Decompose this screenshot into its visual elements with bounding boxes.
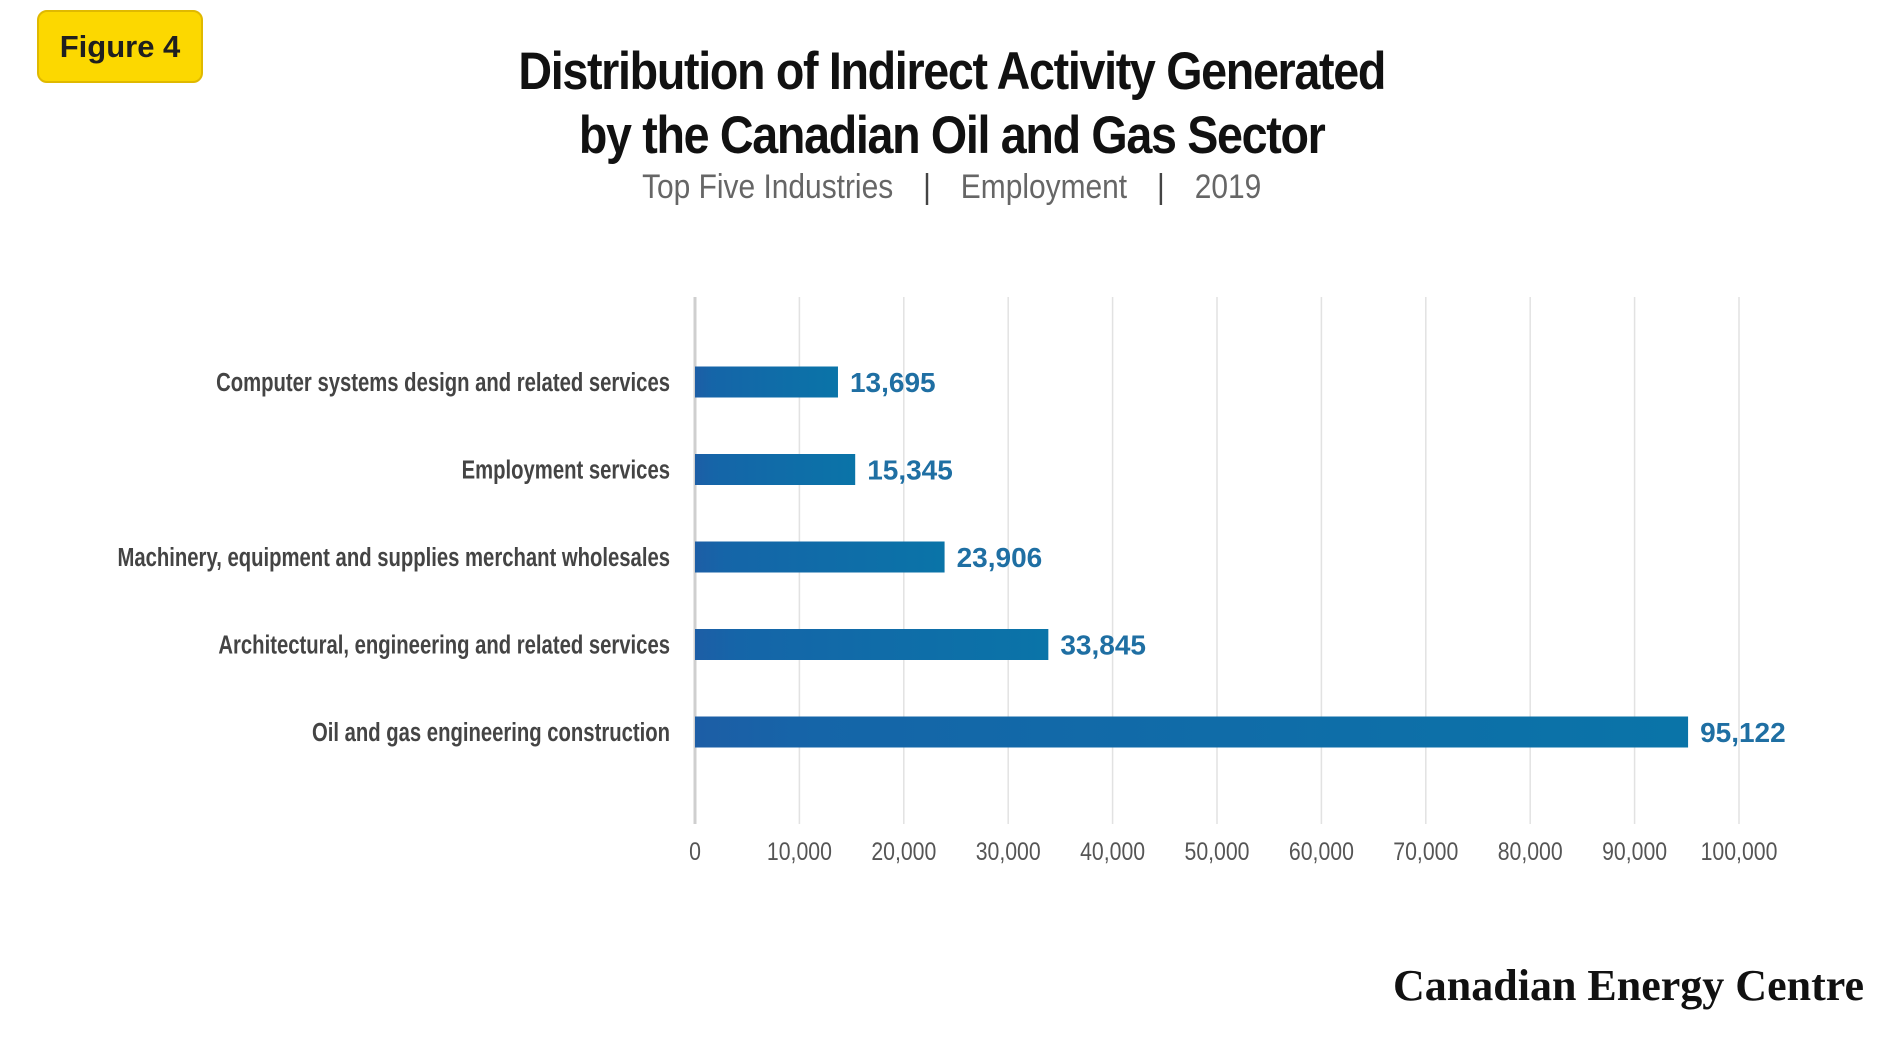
chart-title-line1: Distribution of Indirect Activity Genera… [518,42,1386,101]
x-tick-label: 90,000 [1602,837,1667,865]
bar [695,541,945,573]
x-tick-label: 80,000 [1498,837,1563,865]
x-tick-label: 100,000 [1701,837,1778,865]
category-label: Machinery, equipment and supplies mercha… [117,543,670,572]
x-tick-label: 0 [689,837,701,865]
subtitle-industries: Top Five Industries [642,168,894,206]
chart-title: Distribution of Indirect Activity Genera… [116,40,1788,168]
bar [695,629,1049,660]
chart-subtitle: Top Five Industries | Employment | 2019 [116,168,1788,207]
figure-badge: Figure 4 [37,10,203,83]
value-label: 95,122 [1700,717,1786,748]
x-tick-label: 40,000 [1080,837,1145,865]
value-label: 33,845 [1060,630,1146,661]
brand-logo-text: Canadian Energy Centre [1393,961,1864,1010]
subtitle-separator: | [1157,168,1165,206]
category-label: Computer systems design and related serv… [216,368,670,397]
x-tick-label: 70,000 [1393,837,1458,865]
x-tick-label: 60,000 [1289,837,1354,865]
bar [695,366,838,398]
value-label: 23,906 [957,542,1043,573]
bar [695,716,1689,748]
x-tick-label: 20,000 [871,837,936,865]
value-label: 15,345 [867,455,953,486]
chart-title-line2: by the Canadian Oil and Gas Sector [578,106,1326,165]
bar [695,454,856,485]
subtitle-separator: | [923,168,931,206]
value-label: 13,695 [850,367,936,398]
x-tick-label: 10,000 [767,837,832,865]
subtitle-year: 2019 [1194,168,1262,206]
x-tick-label: 30,000 [976,837,1041,865]
category-label: Oil and gas engineering construction [312,718,670,747]
subtitle-measure: Employment [960,168,1128,206]
figure-badge-label: Figure 4 [59,28,181,64]
category-label: Architectural, engineering and related s… [218,630,670,659]
category-label: Employment services [462,455,670,484]
x-tick-label: 50,000 [1185,837,1250,865]
